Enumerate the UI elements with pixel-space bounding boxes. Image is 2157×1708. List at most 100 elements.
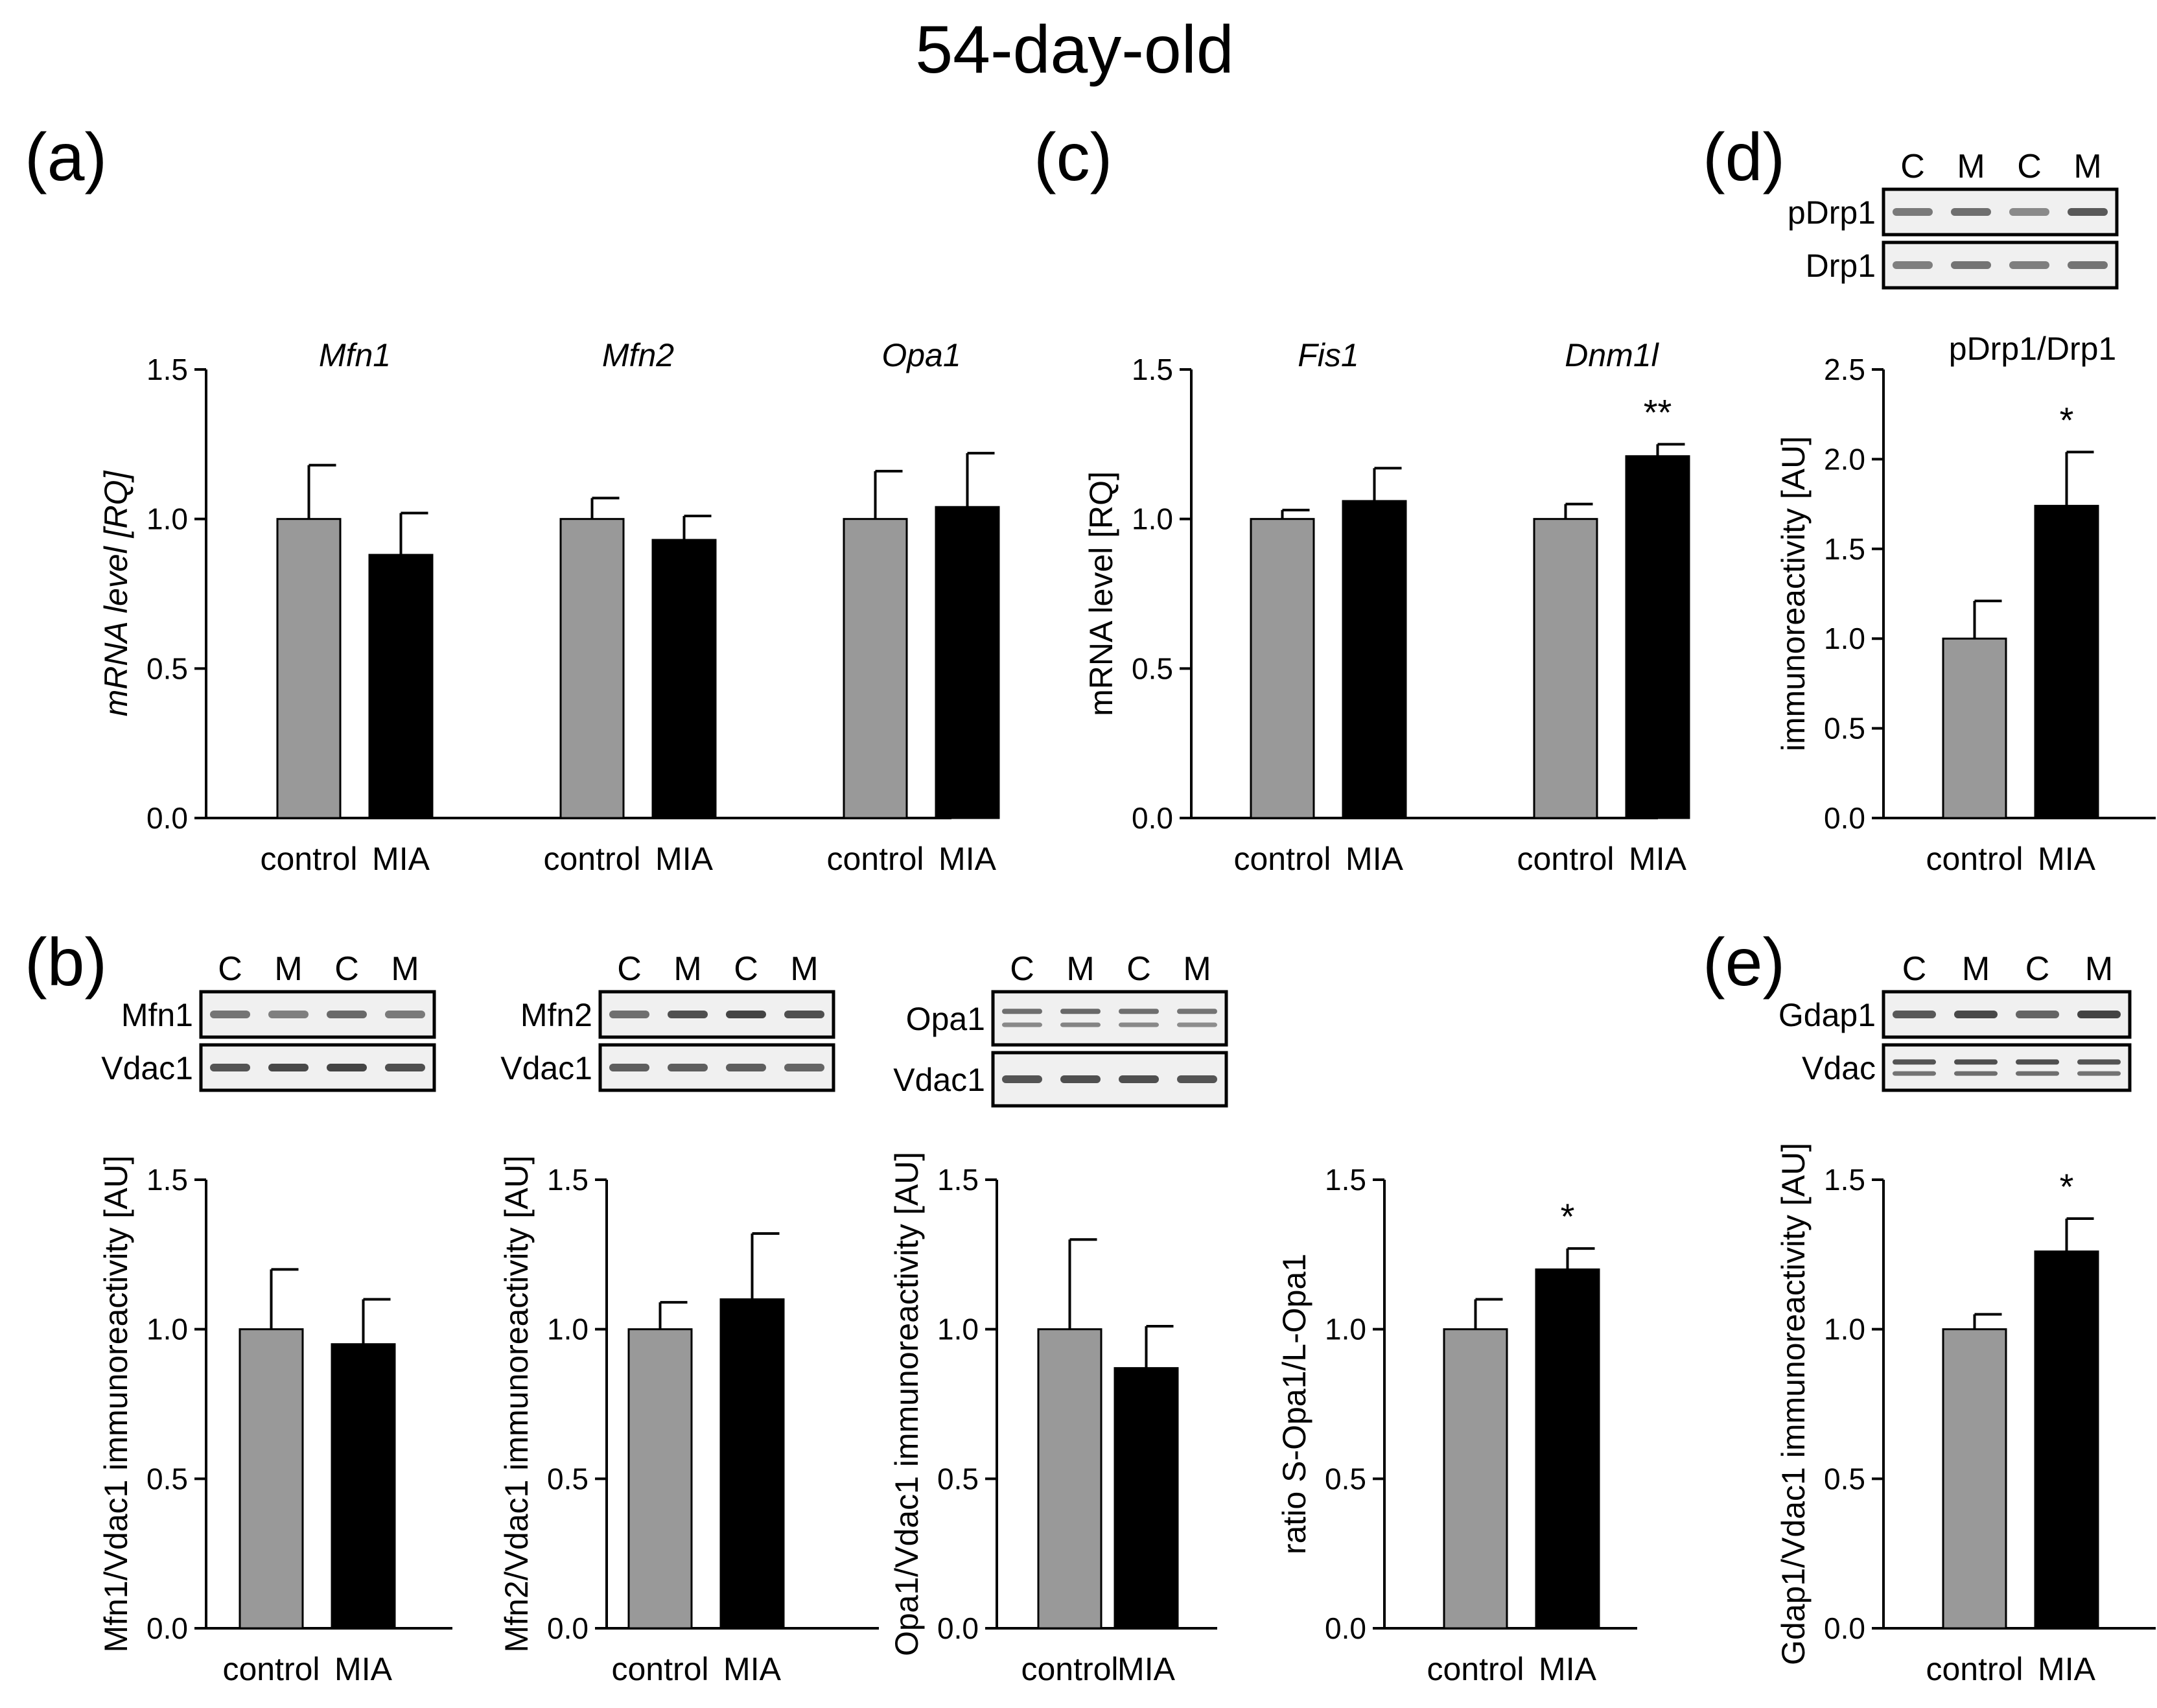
chart-e: 0.0 0.5 1.0 1.5 Gdap1/Vdac1 immunoreactivity… — [1775, 1143, 2156, 1687]
bar-mia — [1625, 455, 1690, 819]
blot-row-label: Mfn1 — [121, 997, 193, 1033]
bar-control — [1250, 518, 1315, 819]
y-tick-label: 0.0 — [547, 1611, 589, 1645]
y-tick-label: 0.0 — [1325, 1611, 1366, 1645]
x-category-label: control — [260, 841, 357, 877]
y-tick-label: 1.5 — [146, 1163, 188, 1197]
panel-label-e: (e) — [1703, 925, 1785, 1000]
lane-label: M — [673, 950, 701, 988]
blot-band — [1893, 1059, 1936, 1065]
blot-band — [1951, 208, 1991, 216]
blot-band — [268, 1011, 309, 1018]
blot-band — [1060, 1075, 1101, 1083]
blot-band — [2068, 261, 2108, 269]
y-tick-label: 1.5 — [547, 1163, 589, 1197]
x-category-label: MIA — [939, 841, 997, 877]
chart-c: 0.0 0.5 1.0 1.5 mRNA level [RQ] control MIA Fis… — [1083, 337, 1690, 877]
bar-control — [1942, 1328, 2007, 1630]
blot-band — [385, 1011, 425, 1018]
y-tick-label: 2.5 — [1824, 353, 1865, 386]
blot-band — [1177, 1009, 1217, 1014]
blot-band — [2016, 1011, 2059, 1018]
blot-band — [2016, 1071, 2059, 1076]
y-tick-label: 1.5 — [937, 1163, 979, 1197]
blot-row-label: Gdap1 — [1778, 997, 1876, 1033]
gene-title: Opa1 — [881, 337, 961, 373]
lane-label: C — [1900, 148, 1925, 185]
x-category-label: MIA — [372, 841, 430, 877]
lane-label: M — [1962, 950, 1990, 988]
blot-band — [784, 1011, 824, 1018]
y-tick-label: 2.0 — [1824, 442, 1865, 476]
y-axis-label: mRNA level [RQ] — [98, 471, 134, 717]
blot-band — [1954, 1071, 1998, 1076]
blot-band — [385, 1064, 425, 1071]
bar-mia — [2034, 504, 2099, 819]
y-tick-label: 0.5 — [1132, 651, 1173, 685]
lane-label: M — [391, 950, 419, 988]
y-axis-label: Gdap1/Vdac1 immunoreactivity [AU] — [1775, 1143, 1812, 1665]
panel-label-b: (b) — [25, 925, 107, 1000]
charts-layer: 0.0 0.5 1.0 1.5 mRNA level [RQ] control MIA Mfn… — [98, 331, 2156, 1687]
y-axis-label: Mfn2/Vdac1 immunoreactivity [AU] — [498, 1156, 535, 1653]
y-axis-label: mRNA level [RQ] — [1083, 471, 1119, 716]
y-tick-label: 1.0 — [146, 502, 188, 536]
y-tick-label: 0.0 — [1132, 801, 1173, 835]
blot-band — [668, 1064, 708, 1071]
blot-row-label: Mfn2 — [520, 997, 592, 1033]
y-axis-label: immunoreactivity [AU] — [1775, 436, 1812, 751]
x-category-label: control — [1517, 841, 1614, 877]
blot-row-label: Vdac1 — [500, 1050, 592, 1086]
blot-band — [2016, 1059, 2059, 1065]
blot-band — [1002, 1009, 1042, 1014]
y-tick-label: 0.5 — [146, 651, 188, 685]
blot-strip-bottom — [1882, 1043, 2132, 1092]
chart-b3: 0.0 0.5 1.0 1.5 Opa1/Vdac1 immunoreactivity … — [889, 1152, 1217, 1687]
blot-band — [210, 1011, 250, 1018]
bar-control — [1443, 1328, 1508, 1630]
y-tick-label: 1.5 — [1824, 1163, 1865, 1197]
blot-band — [1119, 1075, 1159, 1083]
gene-title: Dnm1l — [1565, 337, 1659, 373]
blot-band — [327, 1011, 367, 1018]
blot-band — [210, 1064, 250, 1071]
y-tick-label: 1.5 — [1132, 353, 1173, 386]
y-tick-label: 1.0 — [1824, 1313, 1865, 1346]
significance-marker: * — [2060, 399, 2074, 440]
blot-band — [1954, 1059, 1998, 1065]
panel-label-c: (c) — [1034, 120, 1112, 195]
bar-control — [276, 518, 342, 819]
blot-band — [2009, 208, 2049, 216]
y-tick-label: 0.5 — [146, 1462, 188, 1495]
lane-label: C — [2017, 148, 2042, 185]
blot-row-label: Drp1 — [1806, 248, 1876, 284]
blot-band — [2077, 1071, 2121, 1076]
blot-band — [1893, 261, 1933, 269]
y-tick-label: 0.5 — [547, 1462, 589, 1495]
bar-mia — [1535, 1268, 1600, 1630]
y-tick-label: 0.0 — [1824, 801, 1865, 835]
blot-band — [784, 1064, 824, 1071]
blot-band — [1060, 1009, 1101, 1014]
y-tick-label: 0.0 — [1824, 1611, 1865, 1645]
y-tick-label: 1.0 — [1824, 622, 1865, 655]
lane-label: C — [734, 950, 758, 988]
y-tick-label: 0.5 — [1824, 712, 1865, 745]
blot-band — [726, 1011, 766, 1018]
significance-marker: * — [1561, 1196, 1575, 1237]
lane-label: C — [617, 950, 642, 988]
chart-b1: 0.0 0.5 1.0 1.5 Mfn1/Vdac1 immunoreactivity … — [98, 1156, 452, 1687]
blot-row-label: Vdac1 — [101, 1050, 193, 1086]
y-tick-label: 1.0 — [937, 1313, 979, 1346]
lane-label: M — [1066, 950, 1094, 988]
blot-band — [2077, 1011, 2121, 1018]
chart-a: 0.0 0.5 1.0 1.5 mRNA level [RQ] control MIA Mfn… — [98, 337, 1000, 877]
figure-title: 54-day-old — [915, 12, 1233, 88]
blot-band — [268, 1064, 309, 1071]
y-tick-label: 1.0 — [1325, 1313, 1366, 1346]
y-tick-label: 1.0 — [1132, 502, 1173, 536]
x-category-label: MIA — [1346, 841, 1404, 877]
